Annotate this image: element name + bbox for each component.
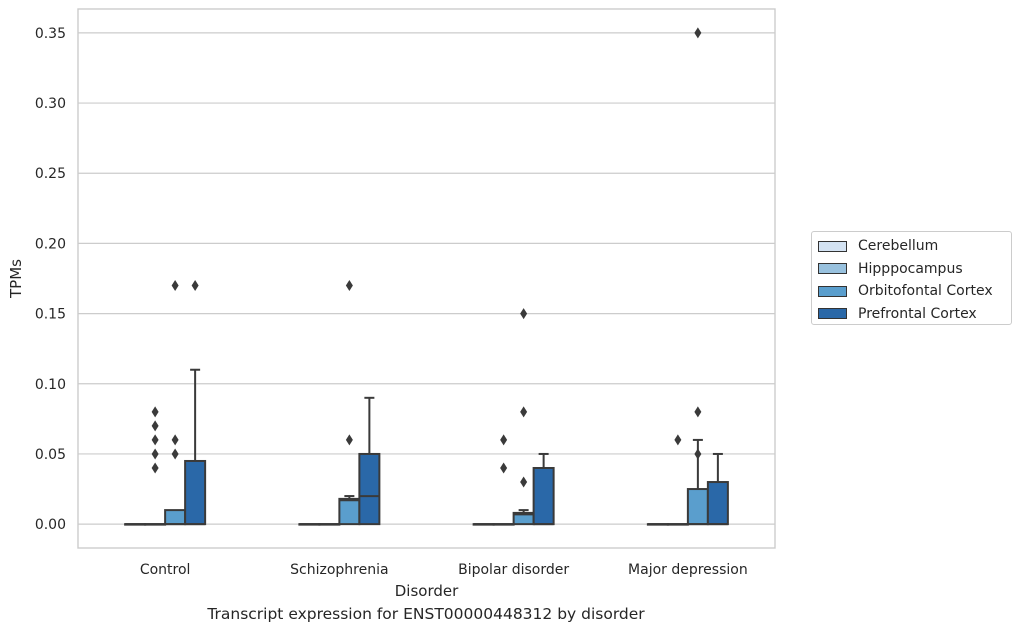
box-orbitofontal-cortex [338, 280, 361, 526]
legend-label: Cerebellum [858, 238, 939, 255]
outlier-point [694, 448, 702, 460]
legend-label: Prefrontal Cortex [858, 305, 977, 322]
box-orbitofontal-cortex [164, 280, 187, 526]
legend-swatch [818, 285, 847, 297]
legend-swatch [818, 308, 847, 320]
legend-swatch [818, 240, 847, 252]
legend-item: Orbitofontal Cortex [818, 280, 1011, 303]
box-orbitofontal-cortex [512, 308, 535, 526]
y-tick-label: 0.05 [35, 447, 66, 463]
plot-frame [77, 8, 776, 549]
box-hipppocampus [666, 434, 689, 526]
legend-swatch [818, 263, 847, 275]
outlier-point [171, 280, 179, 292]
box-rect [338, 497, 361, 526]
y-tick-label: 0.20 [35, 236, 66, 252]
x-tick-label: Bipolar disorder [458, 562, 569, 578]
x-tick-label: Control [140, 562, 191, 578]
y-tick-label: 0.35 [35, 26, 66, 42]
box-hipppocampus [492, 434, 515, 526]
y-tick-label: 0.25 [35, 166, 66, 182]
outlier-point [520, 406, 528, 418]
y-tick-label: 0.00 [35, 517, 66, 533]
box-rect [184, 459, 207, 526]
box-cerebellum [298, 523, 321, 526]
outlier-point [151, 448, 159, 460]
outlier-point [171, 434, 179, 446]
y-tick-label: 0.10 [35, 377, 66, 393]
outlier-point [520, 308, 528, 320]
box-prefrontal-cortex [358, 396, 381, 526]
box-rect [686, 488, 709, 526]
outlier-point [191, 280, 199, 292]
box-rect [706, 481, 729, 526]
legend-item: Cerebellum [818, 235, 1011, 258]
box-cerebellum [472, 523, 495, 526]
chart-caption: Transcript expression for ENST0000044831… [207, 605, 645, 623]
outlier-point [500, 434, 508, 446]
legend-item: Prefrontal Cortex [818, 303, 1011, 326]
legend-item: Hipppocampus [818, 258, 1011, 281]
outlier-point [345, 434, 353, 446]
outlier-point [694, 406, 702, 418]
outlier-point [151, 406, 159, 418]
legend-label: Hipppocampus [858, 260, 963, 277]
outlier-point [345, 280, 353, 292]
box-rect [358, 452, 381, 526]
outlier-point [694, 27, 702, 39]
box-prefrontal-cortex [184, 280, 207, 526]
box-prefrontal-cortex [706, 452, 729, 526]
outlier-point [520, 476, 528, 488]
box-cerebellum [124, 523, 147, 526]
x-tick-label: Major depression [628, 562, 748, 578]
box-cerebellum [646, 523, 669, 526]
box-hipppocampus [144, 406, 167, 526]
outlier-point [151, 420, 159, 432]
box-hipppocampus [318, 523, 341, 526]
outlier-point [171, 448, 179, 460]
y-tick-label: 0.30 [35, 96, 66, 112]
legend-label: Orbitofontal Cortex [858, 283, 993, 300]
outlier-point [500, 462, 508, 474]
legend: Cerebellum Hipppocampus Orbitofontal Corte… [811, 231, 1012, 325]
x-axis-label: Disorder [395, 582, 459, 600]
box-orbitofontal-cortex [686, 27, 709, 526]
box-prefrontal-cortex [532, 452, 555, 526]
outlier-point [151, 462, 159, 474]
box-rect [164, 509, 187, 526]
outlier-point [151, 434, 159, 446]
x-tick-label: Schizophrenia [290, 562, 388, 578]
y-axis-label: TPMs [7, 259, 25, 299]
outlier-point [674, 434, 682, 446]
box-rect [532, 466, 555, 526]
y-tick-label: 0.15 [35, 307, 66, 323]
